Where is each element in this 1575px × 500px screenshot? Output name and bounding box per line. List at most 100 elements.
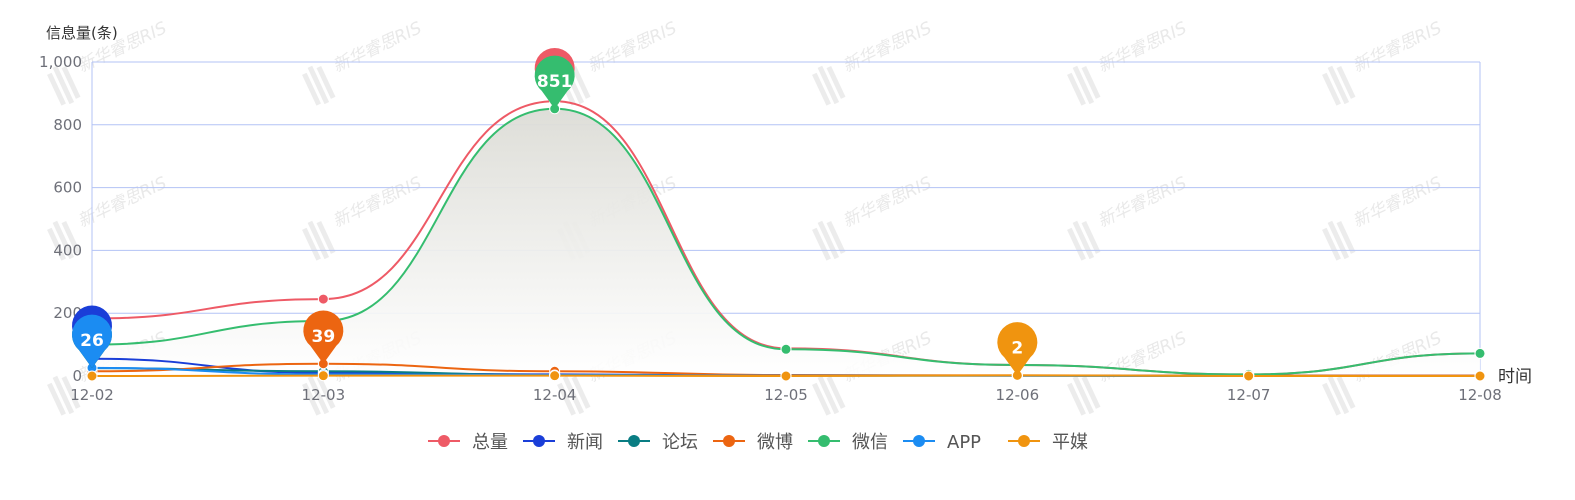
legend-label: 新闻	[567, 432, 603, 453]
data-point	[780, 343, 792, 355]
legend-dot	[533, 435, 545, 447]
watermark-logo-bar	[47, 72, 66, 106]
watermark-logo-bar	[1327, 65, 1350, 105]
max-marker: 851	[534, 55, 575, 109]
watermark-logo-bar	[571, 375, 591, 409]
legend-item[interactable]: 微博	[713, 432, 793, 453]
legend-dot	[1018, 435, 1030, 447]
x-tick-label: 12-03	[302, 386, 346, 404]
watermark-logo-bar	[307, 375, 330, 415]
watermark: 新华睿思RIS	[1067, 173, 1190, 261]
watermark-logo-bar	[1327, 220, 1350, 260]
marker-pin	[997, 322, 1038, 376]
legend-label: 论坛	[662, 432, 698, 453]
max-value-markers: 39 851 26 2	[71, 48, 1038, 376]
x-tick-label: 12-07	[1227, 386, 1271, 404]
legend-item[interactable]: APP	[903, 432, 981, 453]
watermark-logo-bar	[316, 220, 336, 254]
watermark-logo-bar	[1081, 375, 1101, 409]
watermark-logo-bar	[1072, 375, 1095, 415]
watermark-logo-bar	[1081, 220, 1101, 254]
watermark-logo-bar	[571, 65, 591, 99]
watermark-logo-bar	[826, 220, 846, 254]
watermark-logo-bar	[302, 382, 321, 416]
watermark-logo-bar	[316, 65, 336, 99]
legend-label: 微信	[852, 432, 888, 453]
legend-dot	[818, 435, 830, 447]
data-point	[780, 370, 792, 382]
watermark-logo-bar	[52, 375, 75, 415]
legend-dot	[438, 435, 450, 447]
watermark-logo-bar	[47, 382, 66, 416]
watermark-logo-bar	[1067, 382, 1086, 416]
marker-label: 2	[1011, 338, 1023, 358]
watermark-logo-bar	[302, 227, 321, 261]
legend-label: 平媒	[1052, 432, 1088, 453]
watermark-logo-bar	[1336, 220, 1356, 254]
marker-pin	[71, 314, 112, 368]
watermark-logo-bar	[61, 375, 81, 409]
watermark-logo-bar	[1067, 227, 1086, 261]
y-tick-label: 400	[53, 241, 82, 259]
watermark-logo-bar	[1067, 72, 1086, 106]
watermark-logo-bar	[316, 375, 336, 409]
watermark-logo-bar	[1081, 65, 1101, 99]
watermark-logo-bar	[1327, 375, 1350, 415]
x-tick-label: 12-08	[1458, 386, 1502, 404]
watermark-logo-bar	[307, 65, 330, 105]
data-point	[317, 293, 329, 305]
watermark-logo-bar	[812, 382, 831, 416]
watermark-logo-bar	[817, 65, 840, 105]
area-fill	[92, 108, 1480, 376]
marker-pin	[534, 55, 575, 109]
watermark-logo-bar	[817, 375, 840, 415]
watermark-logo-bar	[47, 227, 66, 261]
watermark-text: 新华睿思RIS	[840, 18, 935, 77]
watermark-logo-bar	[1336, 375, 1356, 409]
watermark-text: 新华睿思RIS	[1350, 173, 1445, 232]
watermark-logo-bar	[1072, 220, 1095, 260]
max-marker: 2	[997, 322, 1038, 376]
data-point	[549, 370, 561, 382]
marker-pin	[303, 310, 344, 364]
chart-legend[interactable]: 总量 新闻 论坛 微博 微信 APP 平媒	[428, 432, 1088, 453]
watermark: 新华睿思RIS	[1322, 173, 1445, 261]
data-point	[317, 370, 329, 382]
legend-item[interactable]: 微信	[808, 432, 888, 453]
data-point	[86, 370, 98, 382]
legend-label: 总量	[472, 432, 508, 453]
watermark-logo-bar	[817, 220, 840, 260]
watermark: 新华睿思RIS	[812, 173, 935, 261]
watermark-text: 新华睿思RIS	[840, 173, 935, 232]
legend-item[interactable]: 平媒	[1008, 432, 1088, 453]
legend-dot	[723, 435, 735, 447]
watermark-logo-bar	[1322, 382, 1341, 416]
watermark-logo-bar	[1336, 65, 1356, 99]
watermark-logo-bar	[826, 65, 846, 99]
watermark-text: 新华睿思RIS	[1095, 173, 1190, 232]
watermark-text: 新华睿思RIS	[330, 18, 425, 77]
legend-item[interactable]: 论坛	[618, 432, 698, 453]
watermark-logo-bar	[812, 227, 831, 261]
watermark-logo-bar	[557, 382, 576, 416]
area-微信	[92, 108, 1480, 376]
watermark-logo-bar	[302, 72, 321, 106]
legend-label: APP	[947, 432, 981, 453]
watermark-text: 新华睿思RIS	[1095, 18, 1190, 77]
legend-label: 微博	[757, 432, 793, 453]
watermark-logo-bar	[61, 220, 81, 254]
max-marker: 39	[303, 310, 344, 364]
watermark-text: 新华睿思RIS	[1095, 328, 1190, 387]
max-marker: 26	[71, 314, 112, 368]
marker-label: 851	[537, 72, 573, 92]
legend-item[interactable]: 总量	[428, 432, 508, 453]
data-point	[1474, 370, 1486, 382]
watermark-logo-bar	[826, 375, 846, 409]
legend-dot	[628, 435, 640, 447]
watermark-logo-bar	[307, 220, 330, 260]
y-tick-label: 0	[72, 367, 82, 385]
legend-item[interactable]: 新闻	[523, 432, 603, 453]
x-tick-label: 12-06	[996, 386, 1040, 404]
